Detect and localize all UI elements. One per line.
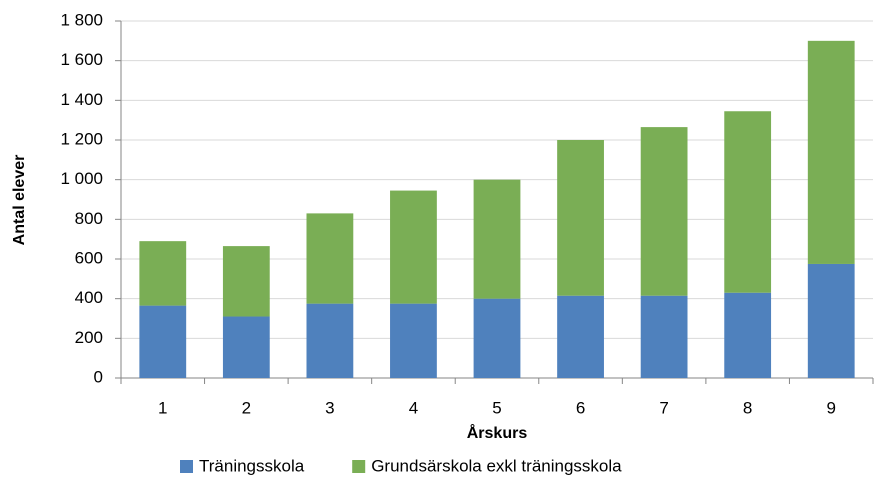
x-tick-label: 5 <box>492 398 501 417</box>
bar-segment <box>640 127 688 296</box>
y-tick-label: 200 <box>75 328 103 347</box>
bar-segment <box>473 298 521 378</box>
bar-segment <box>306 303 354 378</box>
bar-segment <box>473 179 521 299</box>
x-tick-label: 4 <box>409 398 418 417</box>
x-tick-label: 3 <box>325 398 334 417</box>
y-tick-label: 600 <box>75 248 103 267</box>
bar-segment <box>306 213 354 304</box>
bar-segment <box>390 190 437 304</box>
x-tick-label: 2 <box>242 398 251 417</box>
bar-segment <box>807 263 855 378</box>
bar-segment <box>640 295 688 378</box>
legend-label: Grundsärskola exkl träningsskola <box>371 456 622 475</box>
y-tick-label: 800 <box>75 209 103 228</box>
bar-segment <box>222 316 270 378</box>
legend-swatch <box>352 460 366 473</box>
y-tick-label: 1 000 <box>60 169 103 188</box>
x-tick-label: 1 <box>158 398 167 417</box>
x-tick-label: 6 <box>576 398 585 417</box>
legend-swatch <box>180 460 193 473</box>
y-tick-label: 1 800 <box>60 10 103 29</box>
bar-segment <box>557 140 604 296</box>
y-tick-label: 1 400 <box>60 90 103 109</box>
y-tick-label: 1 600 <box>60 50 103 69</box>
x-tick-label: 8 <box>743 398 752 417</box>
bar-segment <box>139 241 187 306</box>
x-axis-title: Årskurs <box>467 423 528 442</box>
y-tick-label: 0 <box>94 367 103 386</box>
y-tick-label: 400 <box>75 288 103 307</box>
y-axis-title: Antal elever <box>11 155 28 246</box>
bar-segment <box>390 303 437 378</box>
bar-segment <box>724 292 772 378</box>
bar-segment <box>807 40 855 264</box>
y-tick-label: 1 200 <box>60 129 103 148</box>
bar-segment <box>222 246 270 317</box>
bar-segment <box>724 111 772 293</box>
bar-segment <box>139 305 187 378</box>
bar-segment <box>557 295 604 378</box>
legend-label: Träningsskola <box>199 456 305 475</box>
x-tick-label: 9 <box>826 398 835 417</box>
x-tick-label: 7 <box>659 398 668 417</box>
